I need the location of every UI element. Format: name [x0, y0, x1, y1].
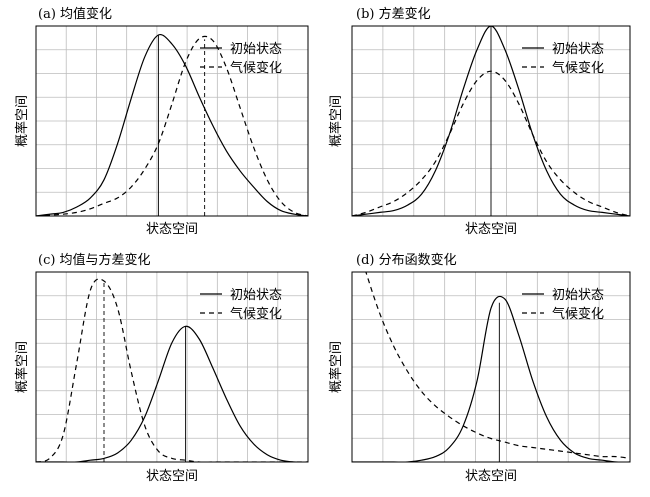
series-line-climate-change [36, 35, 308, 216]
chart-title: (b) 方差变化 [356, 6, 431, 22]
x-axis-label: 状态空间 [146, 469, 198, 484]
legend-label: 气候变化 [552, 306, 604, 322]
chart-title: (c) 均值与方差变化 [38, 252, 151, 268]
legend-label: 气候变化 [230, 306, 282, 322]
plot-frame [35, 25, 309, 217]
y-axis-label: 概率空间 [14, 95, 30, 147]
plot-frame [351, 271, 631, 463]
x-axis-label: 状态空间 [146, 222, 198, 237]
y-axis-label: 概率空间 [14, 341, 30, 393]
y-axis-label: 概率空间 [328, 95, 344, 147]
x-axis-label: 状态空间 [465, 222, 517, 237]
chart-title: (d) 分布函数变化 [356, 252, 457, 268]
legend-label: 初始状态 [230, 42, 282, 57]
legend-label: 初始状态 [552, 288, 604, 303]
chart-title: (a) 均值变化 [38, 6, 112, 22]
legend-label: 气候变化 [552, 60, 604, 76]
series-line-climate-change [365, 272, 630, 459]
series-line-initial-state [352, 26, 630, 216]
series-line-initial-state [352, 295, 630, 462]
series-line-initial-state [36, 325, 308, 462]
x-axis-label: 状态空间 [465, 469, 517, 484]
y-axis-label: 概率空间 [328, 341, 344, 393]
plot-frame [35, 271, 309, 463]
legend-label: 初始状态 [230, 288, 282, 303]
legend-label: 初始状态 [552, 42, 604, 57]
series-line-initial-state [36, 33, 308, 216]
legend-label: 气候变化 [230, 60, 282, 76]
